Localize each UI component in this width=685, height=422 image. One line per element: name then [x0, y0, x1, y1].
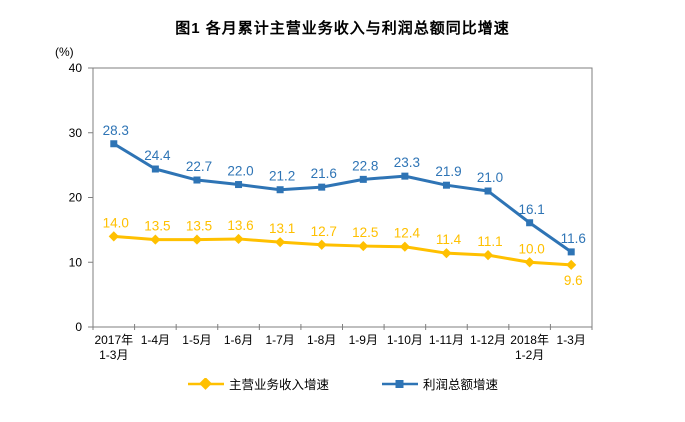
x-axis-tick-label: 1-8月 [307, 333, 336, 347]
x-axis-tick-label: 1-10月 [387, 333, 423, 347]
data-label: 21.9 [435, 164, 461, 179]
data-point [441, 248, 452, 259]
legend-item-profit: 利润总额增速 [381, 374, 498, 393]
x-axis-tick-label: 1-5月 [182, 333, 211, 347]
x-axis-tick-label: 1-3月 [557, 333, 586, 347]
data-label: 11.6 [561, 231, 586, 246]
data-point [566, 259, 577, 270]
data-label: 13.1 [269, 221, 295, 236]
data-point [193, 176, 201, 184]
data-label: 12.5 [352, 225, 378, 240]
y-axis-tick-label: 0 [75, 320, 82, 334]
data-point [318, 183, 326, 191]
data-point [567, 248, 575, 256]
data-label: 11.1 [477, 234, 502, 249]
profit-series-swatch-icon [381, 378, 419, 390]
x-axis-tick-label: 1-7月 [265, 333, 294, 347]
y-axis-tick-label: 10 [69, 255, 83, 269]
x-axis-tick-label: 1-4月 [141, 333, 170, 347]
data-label: 21.6 [311, 166, 337, 181]
data-point [235, 181, 243, 189]
y-axis-tick-label: 20 [69, 191, 83, 205]
data-point [151, 165, 159, 173]
legend-label-profit: 利润总额增速 [423, 378, 499, 392]
data-point [150, 234, 161, 245]
data-point [484, 187, 492, 195]
data-label: 12.4 [394, 226, 421, 241]
plot-border [92, 67, 593, 328]
data-point [233, 233, 244, 245]
x-axis-tick-label: 1-6月 [224, 333, 253, 347]
data-label: 14.0 [103, 215, 129, 230]
data-label: 11.4 [436, 232, 462, 247]
data-label: 21.2 [269, 169, 295, 184]
x-axis-tick-label: 1-12月 [470, 333, 506, 347]
data-label: 24.4 [144, 148, 171, 163]
legend-label-revenue: 主营业务收入增速 [228, 378, 329, 392]
x-axis-tick-label: 1-11月 [429, 333, 464, 347]
data-label: 13.6 [227, 218, 253, 233]
legend-item-revenue: 主营业务收入增速 [187, 374, 329, 393]
data-label: 28.3 [103, 123, 129, 138]
data-label: 13.5 [144, 219, 170, 234]
data-point [399, 241, 410, 252]
y-axis-tick-label: 30 [69, 126, 83, 140]
data-label: 22.8 [352, 158, 378, 173]
data-label: 22.0 [227, 164, 253, 179]
data-point [401, 172, 409, 180]
legend: 主营业务收入增速 利润总额增速 [0, 374, 685, 393]
data-point [442, 181, 450, 189]
data-label: 13.5 [186, 219, 212, 234]
data-label: 12.7 [311, 224, 337, 239]
x-axis-tick-label: 2017年 1-3月 [94, 333, 133, 362]
data-point [526, 219, 534, 227]
data-label: 16.1 [518, 202, 544, 217]
data-label: 9.6 [564, 273, 583, 288]
data-point [482, 250, 494, 261]
data-point [191, 234, 203, 245]
data-point [275, 237, 286, 248]
y-axis-tick-label: 40 [69, 61, 83, 75]
data-point [358, 240, 369, 252]
y-axis-unit-label: (%) [55, 45, 74, 59]
series-line-0 [113, 234, 572, 267]
data-label: 10.0 [518, 241, 544, 256]
chart-title: 图1 各月累计主营业务收入与利润总额同比增速 [175, 20, 510, 37]
series-line-1 [113, 142, 573, 254]
data-point [524, 257, 535, 268]
data-point [108, 231, 119, 242]
data-point [316, 239, 327, 250]
data-point [276, 186, 284, 194]
data-point [110, 140, 118, 148]
data-label: 21.0 [477, 170, 503, 185]
x-axis-tick-label: 1-9月 [349, 333, 378, 347]
data-label: 22.7 [186, 159, 212, 174]
data-label: 23.3 [394, 155, 420, 170]
data-point [359, 175, 367, 183]
x-axis-tick-label: 2018年 1-2月 [510, 333, 549, 362]
revenue-series-swatch-icon [187, 376, 225, 390]
